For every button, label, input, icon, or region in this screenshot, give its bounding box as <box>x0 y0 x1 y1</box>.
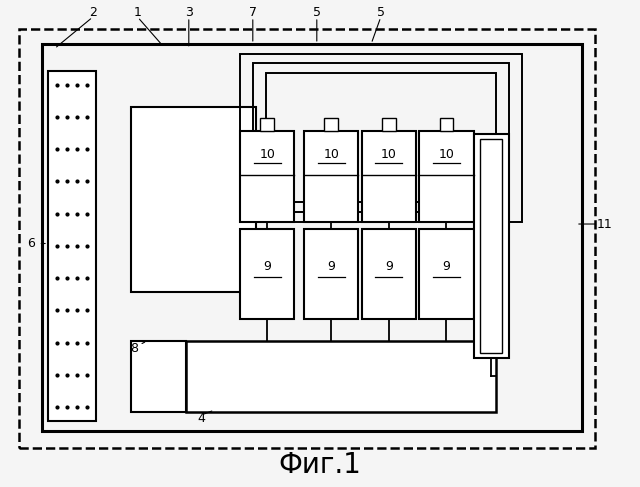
Bar <box>19 29 595 448</box>
Text: Фиг.1: Фиг.1 <box>278 451 362 479</box>
Text: 9: 9 <box>385 260 393 273</box>
Text: 10: 10 <box>323 148 339 161</box>
Bar <box>382 118 396 131</box>
Bar <box>362 229 416 319</box>
Bar <box>362 131 416 222</box>
Bar <box>186 341 496 412</box>
Text: 5: 5 <box>377 6 385 19</box>
Text: 5: 5 <box>313 6 321 19</box>
Bar <box>240 131 294 222</box>
Bar <box>324 118 338 131</box>
Bar <box>266 73 496 202</box>
Bar <box>440 118 453 131</box>
Bar <box>260 118 274 131</box>
Bar <box>240 229 294 319</box>
Bar <box>304 229 358 319</box>
Bar <box>480 139 502 353</box>
Bar <box>131 341 186 412</box>
Bar <box>474 134 509 358</box>
Text: 3: 3 <box>185 6 193 19</box>
Text: 2: 2 <box>89 6 97 19</box>
Text: 6: 6 <box>27 237 35 250</box>
Text: 10: 10 <box>438 148 454 161</box>
Bar <box>240 54 522 222</box>
Text: 9: 9 <box>263 260 271 273</box>
Text: 9: 9 <box>442 260 451 273</box>
Text: 1: 1 <box>134 6 141 19</box>
Bar <box>253 63 509 212</box>
Text: 10: 10 <box>259 148 275 161</box>
Bar <box>419 229 474 319</box>
Text: 4: 4 <box>198 412 205 425</box>
Text: 10: 10 <box>381 148 397 161</box>
Bar <box>256 196 270 218</box>
Text: 9: 9 <box>327 260 335 273</box>
Text: 11: 11 <box>597 218 612 230</box>
Text: 7: 7 <box>249 6 257 19</box>
Bar <box>131 107 256 292</box>
Bar <box>419 131 474 222</box>
Bar <box>304 131 358 222</box>
Bar <box>42 44 582 431</box>
Bar <box>48 71 96 421</box>
Text: 8: 8 <box>131 342 138 355</box>
